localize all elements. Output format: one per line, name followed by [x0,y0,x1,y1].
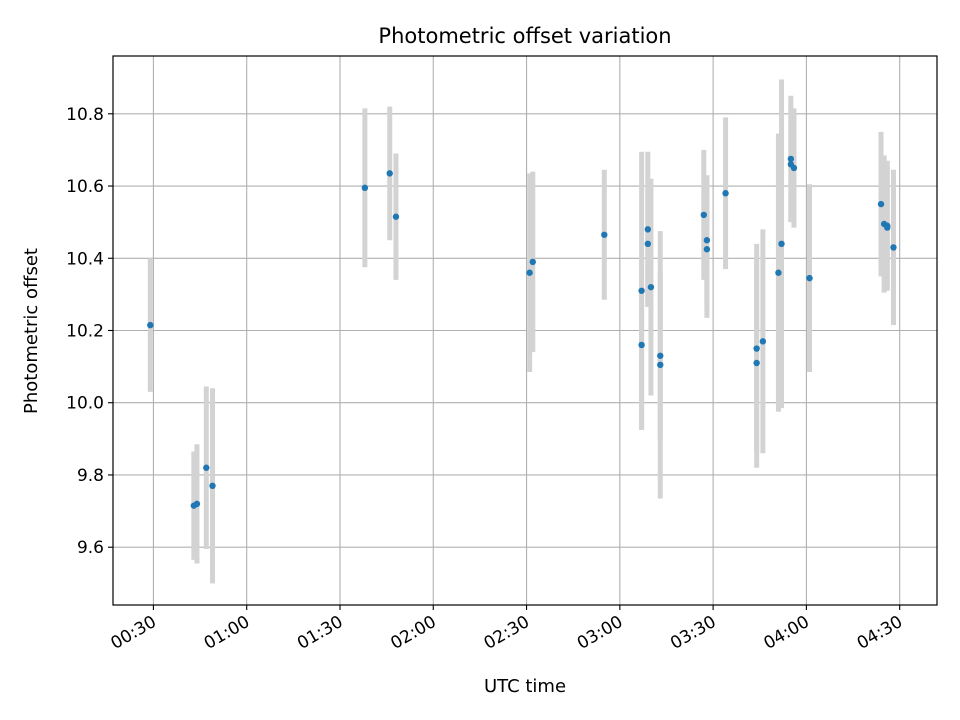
data-point [722,190,729,197]
data-point [147,321,154,329]
data-point [657,361,664,369]
data-point [877,200,885,208]
data-point [787,155,795,163]
data-point [775,269,782,276]
y-tick-label: 10.2 [66,322,104,342]
data-point [209,482,216,490]
y-tick-label: 10.6 [66,177,104,197]
data-point [526,269,533,276]
data-point [638,341,645,349]
data-point [700,211,707,219]
data-point [647,283,655,291]
data-point [392,213,400,220]
data-point [778,240,785,248]
data-point [890,244,897,251]
data-point [386,170,393,177]
data-point [884,224,891,231]
y-axis-label: Photometric offset [21,248,42,414]
data-point [790,164,798,172]
data-point [753,359,760,367]
y-tick-label: 9.8 [77,466,104,486]
data-point [753,345,760,352]
data-point [644,226,652,233]
data-point [529,258,536,266]
data-point [644,240,652,248]
y-tick-label: 10.0 [66,394,104,414]
data-point [203,464,210,471]
data-point [601,231,608,238]
data-point [638,287,645,294]
y-tick-label: 10.8 [66,105,104,125]
chart-title: Photometric offset variation [378,24,671,48]
grid-lines [113,56,937,605]
x-axis-label: UTC time [484,676,566,697]
data-point [703,237,711,244]
data-points [147,155,897,509]
data-point [657,352,664,359]
data-point [759,338,767,345]
data-point [193,500,201,508]
y-tick-label: 9.6 [77,538,104,558]
y-tick-label: 10.4 [66,249,104,269]
data-point [806,274,813,282]
data-point [703,246,711,253]
data-point [361,184,369,192]
y-axis-ticks: 9.6 9.8 10.0 10.2 10.4 10.6 10.8 [66,105,113,558]
